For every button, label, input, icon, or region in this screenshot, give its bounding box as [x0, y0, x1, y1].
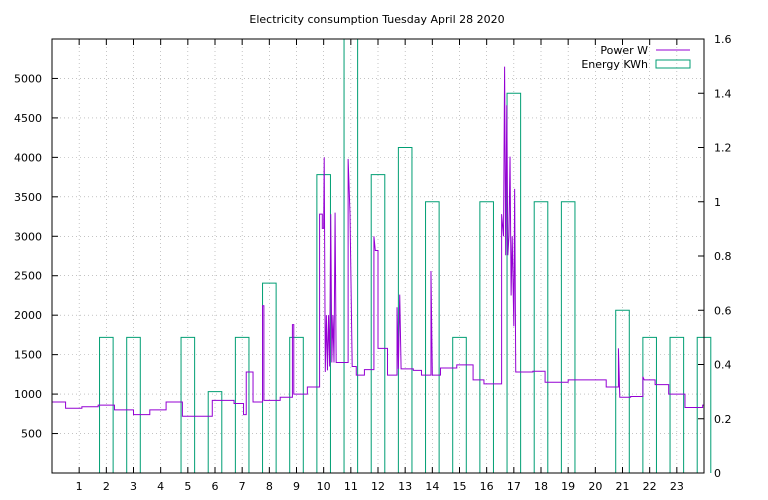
x-tick-label: 21 [616, 480, 630, 493]
chart-title: Electricity consumption Tuesday April 28… [249, 13, 504, 26]
y-left-tick-label: 4000 [14, 151, 42, 164]
legend: Power W Energy KWh [581, 44, 691, 71]
y-left-tick-label: 3500 [14, 191, 42, 204]
power-line [52, 66, 704, 417]
energy-bar [560, 201, 576, 473]
y-left-tick-label: 2000 [14, 309, 42, 322]
y-right-tick-label: 1.4 [714, 87, 732, 100]
y-right-tick-label: 0 [714, 467, 721, 480]
x-tick-label: 4 [157, 480, 164, 493]
x-tick-label: 5 [184, 480, 191, 493]
x-tick-label: 23 [670, 480, 684, 493]
y-left-tick-label: 1500 [14, 349, 42, 362]
legend-power-label: Power W [600, 44, 648, 57]
legend-energy-swatch [655, 59, 691, 69]
y-left-tick-label: 500 [21, 428, 42, 441]
x-tick-label: 3 [130, 480, 137, 493]
x-tick-label: 2 [103, 480, 110, 493]
energy-bar [479, 201, 494, 473]
y-left-tick-label: 2500 [14, 270, 42, 283]
energy-bar [370, 174, 386, 473]
y-left-tick-label: 5000 [14, 72, 42, 85]
x-tick-label: 16 [480, 480, 494, 493]
x-tick-label: 7 [239, 480, 246, 493]
energy-bar [207, 391, 223, 473]
x-tick-label: 8 [266, 480, 273, 493]
x-tick-label: 15 [453, 480, 467, 493]
energy-bar [289, 336, 304, 473]
energy-bar [506, 92, 522, 473]
energy-bar [425, 201, 440, 473]
power-series [52, 66, 704, 417]
y-right-tick-label: 0.6 [714, 304, 732, 317]
y-right-tick-label: 1.2 [714, 142, 732, 155]
energy-bar [397, 147, 413, 473]
energy-bar [234, 336, 250, 473]
axis-ticks: 1 2 3 4 5 6 7 8 9 10 11 12 13 14 15 16 17 18 19 20 21 22 23500… [14, 33, 732, 493]
x-tick-label: 10 [317, 480, 331, 493]
energy-bar [669, 336, 685, 473]
x-tick-label: 22 [643, 480, 657, 493]
x-tick-label: 17 [507, 480, 521, 493]
energy-bar [642, 336, 657, 473]
energy-bar [180, 336, 196, 473]
energy-bar [126, 336, 141, 473]
energy-bar [533, 201, 549, 473]
legend-energy-label: Energy KWh [581, 58, 648, 71]
x-tick-label: 14 [425, 480, 439, 493]
x-tick-label: 12 [371, 480, 385, 493]
x-tick-label: 18 [534, 480, 548, 493]
x-tick-label: 19 [561, 480, 575, 493]
x-tick-label: 13 [398, 480, 412, 493]
energy-bar [615, 309, 630, 473]
y-right-tick-label: 1 [714, 196, 721, 209]
y-left-tick-label: 4500 [14, 112, 42, 125]
y-right-tick-label: 0.2 [714, 413, 732, 426]
y-left-tick-label: 1000 [14, 388, 42, 401]
x-tick-label: 1 [76, 480, 83, 493]
x-tick-label: 9 [293, 480, 300, 493]
x-tick-label: 6 [212, 480, 219, 493]
x-tick-label: 11 [344, 480, 358, 493]
y-right-tick-label: 0.8 [714, 250, 732, 263]
y-left-tick-label: 3000 [14, 230, 42, 243]
energy-bar [452, 336, 467, 473]
y-right-tick-label: 0.4 [714, 359, 732, 372]
y-right-tick-label: 1.6 [714, 33, 732, 46]
x-tick-label: 20 [588, 480, 602, 493]
